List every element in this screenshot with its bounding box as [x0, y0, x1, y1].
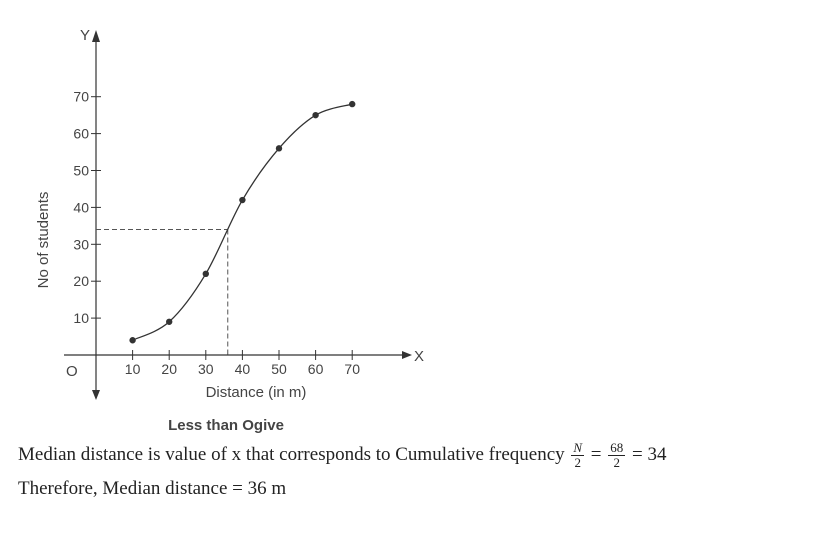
- data-point: [312, 111, 319, 119]
- y-tick-label: 50: [73, 163, 89, 179]
- y-axis-arrow-down: [92, 390, 100, 400]
- axes: [64, 30, 412, 400]
- result-value: = 34: [632, 443, 667, 465]
- data-point: [239, 196, 246, 204]
- y-tick-label: 30: [73, 236, 89, 252]
- fraction-denominator: 2: [613, 455, 621, 470]
- x-tick-label: 30: [198, 361, 214, 377]
- median-explanation: Median distance is value of x that corre…: [18, 441, 666, 470]
- x-ticks: 10 20 30 40 50 60 70: [125, 350, 360, 377]
- data-point: [202, 270, 209, 278]
- ogive-curve: [132, 103, 353, 341]
- y-tick-label: 70: [73, 89, 89, 105]
- data-point: [129, 337, 136, 344]
- x-tick-label: 70: [344, 361, 360, 377]
- ogive-chart: 10 20 30 40 50 60 70 10 20 30 40 50 60 70 X Y O Dist…: [35, 27, 424, 434]
- y-tick-label: 10: [73, 310, 89, 326]
- data-point: [275, 145, 283, 152]
- fraction-denominator: 2: [574, 455, 581, 470]
- y-axis-arrow-up: [92, 30, 100, 42]
- x-axis-arrow: [402, 351, 412, 359]
- fraction-n-over-2: N 2: [571, 440, 585, 470]
- x-tick-label: 20: [161, 361, 177, 377]
- x-tick-label: 60: [308, 361, 324, 377]
- x-tick-label: 40: [235, 361, 251, 377]
- fraction-68-over-2: 68 2: [608, 440, 626, 470]
- y-ticks: 10 20 30 40 50 60 70: [73, 89, 101, 326]
- median-guide-lines: [96, 229, 229, 355]
- median-conclusion: Therefore, Median distance = 36 m: [18, 478, 287, 499]
- y-axis-letter: Y: [80, 27, 90, 44]
- y-tick-label: 40: [73, 199, 89, 215]
- x-axis-label: Distance (in m): [206, 384, 307, 401]
- y-axis-label: No of students: [35, 192, 52, 289]
- x-axis-letter: X: [414, 348, 424, 365]
- fraction-numerator: N: [571, 440, 585, 456]
- x-tick-label: 10: [125, 361, 141, 377]
- data-point: [166, 318, 173, 325]
- explanation-text: Median distance is value of x that corre…: [18, 443, 565, 465]
- fraction-numerator: 68: [608, 440, 626, 456]
- x-tick-label: 50: [271, 361, 287, 377]
- y-tick-label: 60: [73, 126, 89, 142]
- origin-label: O: [66, 363, 78, 380]
- y-tick-label: 20: [73, 273, 89, 289]
- data-point: [349, 100, 356, 108]
- equals-sign: =: [590, 443, 602, 465]
- chart-title: Less than Ogive: [168, 417, 284, 434]
- data-points: [129, 100, 356, 344]
